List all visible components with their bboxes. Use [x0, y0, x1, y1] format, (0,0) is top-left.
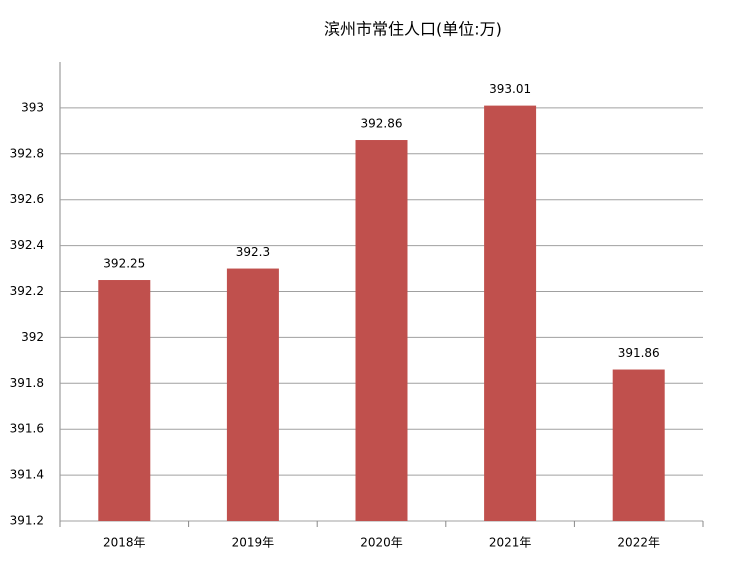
y-tick-label: 391.6 [10, 422, 44, 436]
x-tick-label: 2022年 [617, 536, 660, 550]
value-label: 393.01 [489, 82, 531, 96]
bar [226, 268, 279, 521]
y-tick-label: 392 [21, 330, 44, 344]
value-label: 391.86 [618, 346, 660, 360]
x-tick-label: 2020年 [360, 536, 403, 550]
bar [98, 280, 151, 521]
y-tick-label: 392.8 [10, 146, 44, 160]
y-tick-label: 392.6 [10, 192, 44, 206]
x-tick-label: 2018年 [103, 536, 146, 550]
y-tick-label: 391.2 [10, 514, 44, 528]
value-label: 392.86 [361, 117, 403, 131]
y-tick-label: 392.4 [10, 238, 44, 252]
x-tick-label: 2019年 [232, 536, 275, 550]
y-tick-label: 393 [21, 100, 44, 114]
y-tick-label: 391.4 [10, 468, 44, 482]
y-tick-label: 391.8 [10, 376, 44, 390]
value-label: 392.3 [236, 245, 270, 259]
chart-title: 滨州市常住人口(单位:万) [324, 20, 502, 39]
y-tick-label: 392.2 [10, 284, 44, 298]
bar [612, 369, 665, 521]
bar [355, 140, 408, 521]
bar [484, 105, 537, 521]
x-tick-label: 2021年 [489, 536, 532, 550]
value-label: 392.25 [103, 257, 145, 271]
